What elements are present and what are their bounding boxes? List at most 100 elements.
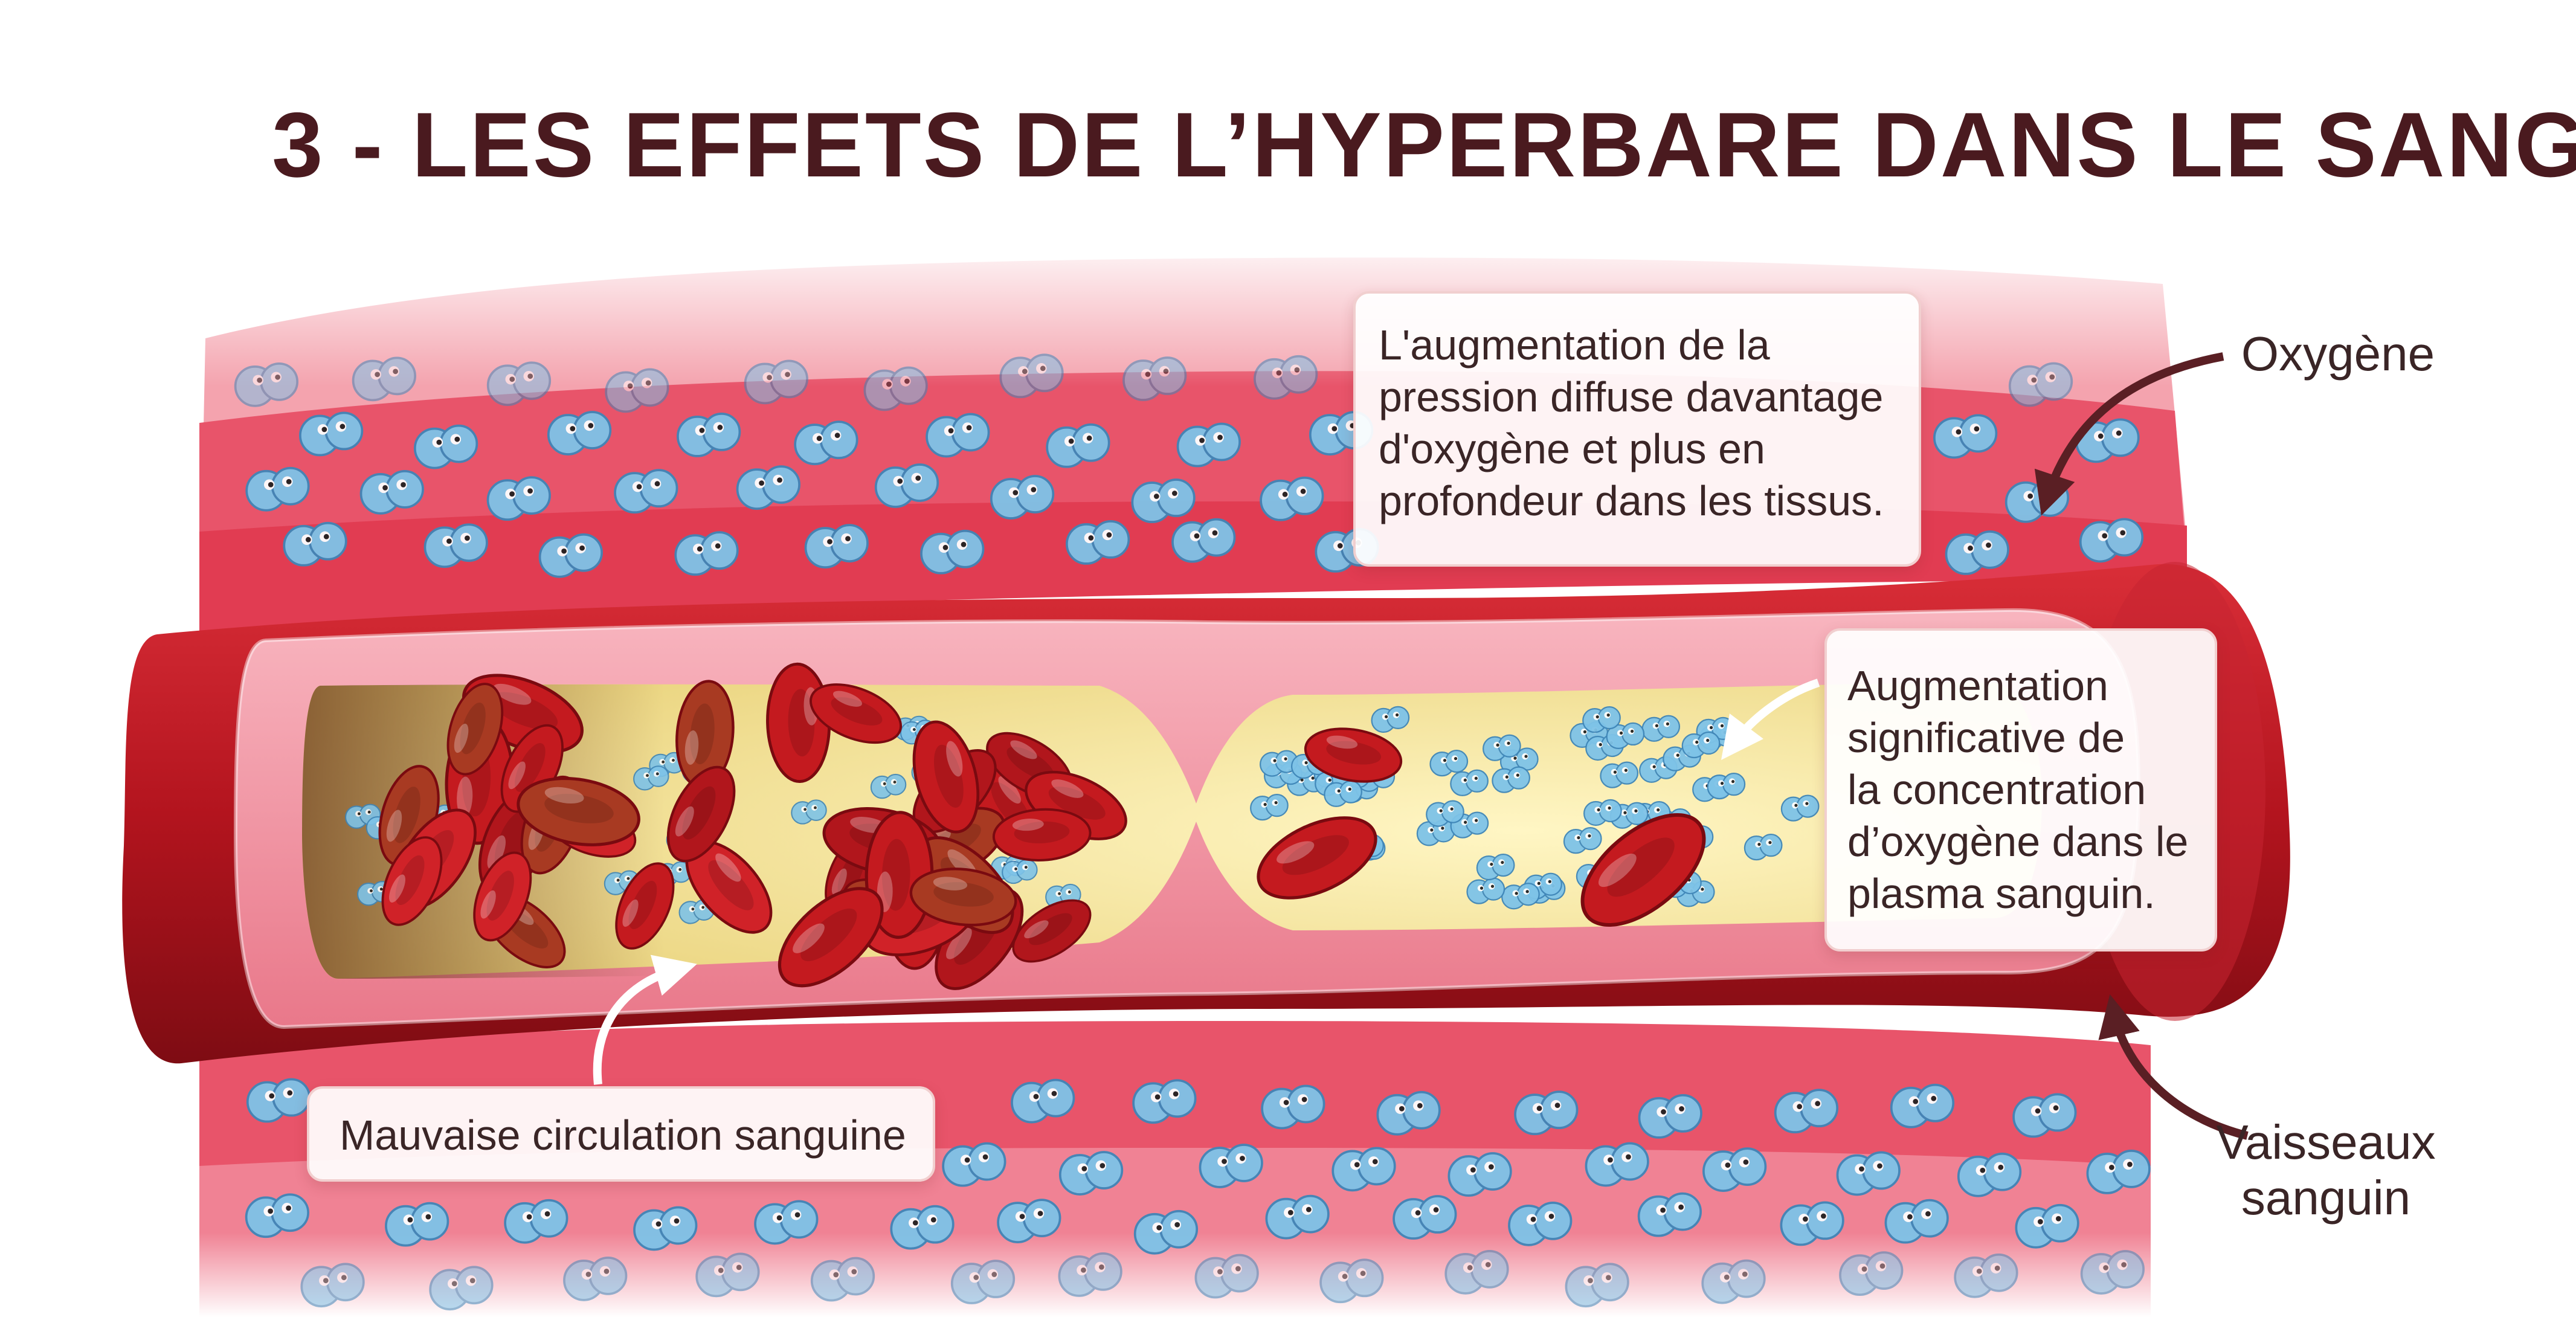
oxygen-molecule-icon: [1058, 1252, 1122, 1297]
oxygen-molecule-icon: [1011, 1078, 1075, 1124]
oxygen-molecule-icon: [1393, 1195, 1457, 1240]
oxygen-molecule-icon: [1254, 355, 1318, 400]
oxygen-molecule-icon: [1466, 877, 1505, 904]
oxygen-label-text: Oxygène: [2241, 327, 2435, 381]
oxygen-molecule-icon: [1171, 518, 1236, 563]
pressure-callout-line: d'oxygène et plus en: [1379, 425, 1765, 472]
plasma-callout: Augmentation significative de la concent…: [1824, 628, 2217, 952]
oxygen-molecule-icon: [890, 1205, 955, 1250]
oxygen-molecule-icon: [605, 368, 669, 413]
oxygen-molecule-icon: [1933, 414, 1998, 459]
red-blood-cell-icon: [1304, 727, 1403, 783]
oxygen-molecule-icon: [1492, 766, 1530, 793]
red-blood-cell-icon: [675, 680, 735, 788]
oxygen-molecule-icon: [1122, 356, 1187, 401]
oxygen-molecule-icon: [547, 411, 612, 456]
oxygen-molecule-icon: [1058, 1151, 1124, 1196]
red-blood-cell-icon: [1257, 816, 1377, 900]
vessels-label-line: sanguin: [2241, 1171, 2411, 1225]
oxygen-molecule-icon: [1319, 1258, 1384, 1304]
plasma-callout-line: significative de: [1847, 714, 2125, 761]
oxygen-molecule-icon: [1582, 706, 1621, 733]
oxygen-molecule-icon: [926, 413, 990, 458]
oxygen-molecule-icon: [744, 359, 808, 405]
oxygen-molecule-icon: [1261, 1084, 1325, 1130]
oxygen-molecule-icon: [1324, 780, 1362, 807]
red-blood-cell-icon: [992, 808, 1092, 861]
oxygen-molecule-icon: [352, 356, 416, 402]
oxygen-molecule-icon: [1606, 722, 1645, 750]
vessel-arrow: [2098, 994, 2249, 1140]
oxygen-molecule-icon: [1681, 731, 1721, 759]
oxygen-label: Oxygène: [2223, 326, 2453, 382]
pressure-callout: L'augmentation de la pression diffuse da…: [1353, 291, 1921, 567]
plasma-arrow: [1721, 678, 1820, 760]
oxygen-molecule-icon: [1890, 1083, 1955, 1129]
oxygen-molecule-icon: [990, 475, 1055, 520]
vessels-label: Vaisseaux sanguin: [2181, 1115, 2471, 1226]
oxygen-molecule-icon: [1376, 1090, 1441, 1136]
oxygen-molecule-icon: [1447, 1152, 1512, 1197]
oxygen-molecule-icon: [920, 529, 985, 575]
oxygen-molecule-icon: [2008, 362, 2073, 407]
page-title: 3 - LES EFFETS DE L’HYPERBARE DANS LE SA…: [272, 94, 2576, 196]
vessels-label-line: Vaisseaux: [2216, 1115, 2436, 1169]
circulation-arrow: [593, 955, 697, 1085]
oxygen-molecule-icon: [486, 361, 552, 407]
oxygen-molecule-icon: [863, 366, 928, 411]
oxygen-molecule-icon: [1563, 827, 1602, 854]
oxygen-molecule-icon: [2012, 1093, 2077, 1138]
oxygen-molecule-icon: [423, 523, 488, 568]
red-blood-cell-icon: [685, 840, 773, 934]
oxygen-molecule-icon: [1701, 1259, 1766, 1304]
oxygen-molecule-icon: [1331, 1147, 1396, 1192]
oxygen-molecule-icon: [1702, 1147, 1767, 1192]
oxygen-molecule-icon: [1176, 422, 1241, 468]
oxygen-molecule-icon: [1641, 715, 1681, 742]
red-blood-cell-icon: [909, 868, 1017, 927]
oxygen-molecule-icon: [794, 420, 858, 466]
oxygen-molecule-icon: [2086, 1150, 2151, 1194]
red-blood-cell-icon: [381, 836, 443, 926]
red-blood-cells: [378, 662, 1706, 990]
oxygen-molecule-icon: [1450, 769, 1489, 796]
oxygen-molecule-icon: [486, 476, 551, 521]
oxygen-molecule-icon: [633, 765, 669, 791]
oxygen-molecule-icon: [234, 362, 298, 407]
oxygen-molecule-icon: [1637, 1192, 1702, 1237]
oxygen-molecule-icon: [1707, 773, 1746, 800]
oxygen-molecule-icon: [1250, 794, 1289, 821]
oxygen-molecule-icon: [1046, 423, 1110, 468]
red-blood-cell-icon: [1580, 813, 1706, 927]
oxygen-molecule-icon: [1426, 800, 1464, 827]
oxygen-molecule-icon: [614, 469, 678, 514]
oxygen-molecule-icon: [300, 1263, 365, 1308]
oxygen-molecule-icon: [870, 773, 907, 799]
oxygen-molecule-icon: [1260, 476, 1324, 521]
oxygen-molecule-icon: [997, 1199, 1061, 1243]
oxygen-molecule-icon: [1884, 1199, 1949, 1244]
oxygen-molecule-icon: [1265, 1194, 1330, 1240]
oxygen-molecule-icon: [677, 413, 741, 457]
plasma-callout-line: Augmentation: [1847, 662, 2108, 709]
oxygen-molecule-icon: [1194, 1254, 1259, 1299]
oxygen-molecule-icon: [1957, 1152, 2022, 1197]
oxygen-molecule-icon: [2015, 1203, 2079, 1249]
oxygen-molecule-icon: [1132, 1079, 1197, 1124]
red-blood-cell-icon: [615, 862, 675, 950]
oxygen-molecule-icon: [245, 466, 310, 512]
oxygen-molecule-icon: [1002, 858, 1038, 884]
oxygen-molecule-icon: [245, 1193, 309, 1238]
oxygen-molecule-icon: [950, 1260, 1016, 1304]
oxygen-molecule-icon: [874, 463, 939, 508]
pressure-callout-line: pression diffuse davantage: [1379, 373, 1884, 420]
oxygen-molecule-icon: [1954, 1253, 2018, 1298]
oxygen-molecule-icon: [674, 531, 739, 576]
oxygen-molecule-icon: [1780, 1201, 1844, 1246]
oxygen-molecule-icon: [1638, 1094, 1702, 1139]
circulation-callout: Mauvaise circulation sanguine: [307, 1086, 935, 1182]
oxygen-molecule-icon: [633, 1206, 698, 1251]
oxygen-molecule-icon: [736, 465, 800, 510]
oxygen-molecule-icon: [1780, 794, 1820, 822]
